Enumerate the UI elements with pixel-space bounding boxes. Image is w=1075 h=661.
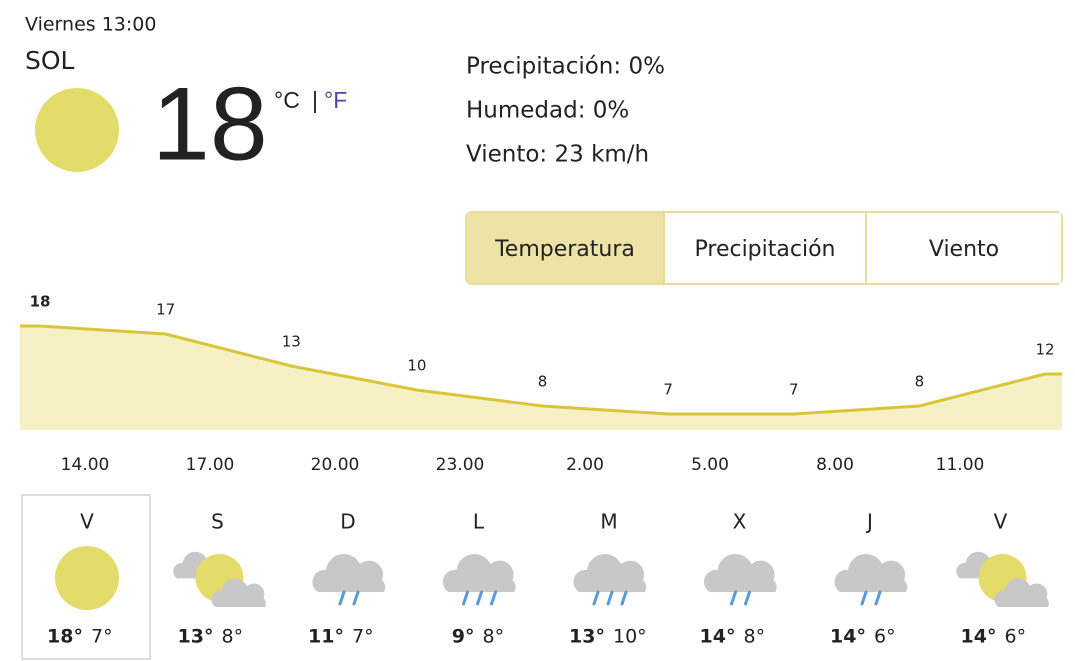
value-label: 8 bbox=[915, 373, 925, 391]
detail: Precipitación: 0% bbox=[466, 54, 665, 80]
tab[interactable] bbox=[665, 213, 865, 283]
rain-drop bbox=[352, 590, 360, 606]
cloud bbox=[442, 554, 516, 592]
x-label: 11.00 bbox=[936, 455, 985, 475]
high-temp: 14° bbox=[830, 626, 866, 648]
high-temp: 13° bbox=[569, 626, 605, 648]
high-temp: 9° bbox=[452, 626, 475, 648]
low-temp: 8° bbox=[483, 626, 505, 648]
value-label: 13 bbox=[282, 333, 301, 351]
tab-label[interactable]: Viento bbox=[929, 237, 999, 262]
day-label: M bbox=[600, 510, 617, 534]
unit-celsius: °C bbox=[274, 87, 300, 113]
day-label: J bbox=[865, 510, 873, 534]
low-temp: 7° bbox=[352, 626, 374, 648]
rain-drop bbox=[476, 590, 483, 606]
detail: Viento: 23 km/h bbox=[466, 142, 649, 168]
rain-drop bbox=[730, 590, 737, 606]
low-temp: 10° bbox=[613, 626, 647, 648]
value-label: 7 bbox=[663, 381, 673, 399]
rain-drop bbox=[874, 590, 882, 606]
high-temp: 11° bbox=[308, 626, 344, 648]
value-label: 18 bbox=[30, 293, 51, 311]
unit-fahrenheit[interactable]: °F bbox=[324, 87, 347, 113]
tab[interactable] bbox=[467, 213, 663, 283]
rain-drop bbox=[338, 590, 346, 606]
day-label: S bbox=[211, 510, 224, 534]
value-label: 10 bbox=[407, 357, 426, 375]
line bbox=[20, 324, 1062, 416]
low-temp: 7° bbox=[91, 626, 113, 648]
forecast-day[interactable]: L 9° 8° bbox=[442, 510, 516, 648]
low-temp: 8° bbox=[744, 626, 766, 648]
forecast-day[interactable]: M 13° 10° bbox=[569, 510, 647, 648]
high-temp: 14° bbox=[961, 626, 997, 648]
rain-drop bbox=[462, 590, 469, 606]
forecast-day[interactable]: V 14° 6° bbox=[956, 510, 1049, 648]
forecast-day[interactable]: D 11° 7° bbox=[308, 510, 386, 648]
x-label: 5.00 bbox=[691, 455, 729, 475]
day-label: V bbox=[80, 510, 94, 534]
x-label: 2.00 bbox=[566, 455, 604, 475]
rain-drop bbox=[860, 590, 868, 606]
cloud bbox=[994, 578, 1049, 607]
tab-label[interactable]: Temperatura bbox=[494, 237, 635, 262]
datetime: Viernes 13:00 bbox=[25, 14, 156, 36]
value-label: 12 bbox=[1035, 341, 1054, 359]
high-temp: 14° bbox=[700, 626, 736, 648]
low-temp: 6° bbox=[874, 626, 896, 648]
details: Precipitación: 0% Humedad: 0% Viento: 23 k… bbox=[466, 54, 665, 168]
tabs: Temperatura Precipitación Viento bbox=[465, 211, 1063, 285]
tab-label[interactable]: Precipitación bbox=[695, 237, 836, 262]
x-label: 20.00 bbox=[311, 455, 360, 475]
forecast-day[interactable]: J 14° 6° bbox=[830, 510, 908, 648]
sun-icon bbox=[35, 88, 119, 172]
x-label: 14.00 bbox=[61, 455, 110, 475]
day-label: L bbox=[473, 510, 485, 534]
cloud bbox=[312, 554, 386, 592]
forecast-day[interactable]: X 14° 8° bbox=[700, 510, 777, 648]
cloud bbox=[573, 554, 647, 592]
value-label: 7 bbox=[789, 381, 799, 399]
cloud bbox=[703, 554, 777, 592]
current-temperature: 18 bbox=[152, 66, 268, 182]
day-label: V bbox=[994, 510, 1008, 534]
selected-box bbox=[21, 494, 151, 660]
forecast-day[interactable]: S 13° 8° bbox=[173, 510, 266, 648]
value-label: 17 bbox=[156, 301, 175, 319]
unit-separator: | bbox=[312, 87, 318, 113]
value-label: 8 bbox=[538, 373, 548, 391]
low-temp: 8° bbox=[222, 626, 244, 648]
rain-drop bbox=[744, 590, 751, 606]
day-label: X bbox=[733, 510, 747, 534]
sun-icon bbox=[55, 546, 119, 610]
cloud bbox=[211, 578, 266, 607]
day-label: D bbox=[340, 510, 355, 534]
rain-drop bbox=[592, 590, 600, 606]
low-temp: 6° bbox=[1005, 626, 1027, 648]
high-temp: 13° bbox=[178, 626, 214, 648]
rain-drop bbox=[620, 590, 628, 606]
detail: Humedad: 0% bbox=[466, 98, 629, 124]
x-label: 23.00 bbox=[436, 455, 485, 475]
cloud bbox=[834, 554, 908, 592]
temperature-chart: 18 17 13 10 8 7 7 8 12 14.00 17.00 20.00 23.00 2.00 5.… bbox=[20, 293, 1062, 475]
forecast: V 18° 7° S 13° 8° D 11° 7° L 9° 8° M 13° 10° X 14° 8° J 14°… bbox=[21, 494, 1049, 660]
area bbox=[20, 326, 1062, 430]
condition: SOL bbox=[25, 46, 75, 75]
x-label: 17.00 bbox=[186, 455, 235, 475]
high-temp: 18° bbox=[47, 626, 83, 648]
tab[interactable] bbox=[867, 213, 1061, 283]
forecast-day[interactable]: V 18° 7° bbox=[21, 494, 151, 660]
rain-drop bbox=[606, 590, 614, 606]
rain-drop bbox=[490, 590, 497, 606]
x-label: 8.00 bbox=[816, 455, 854, 475]
